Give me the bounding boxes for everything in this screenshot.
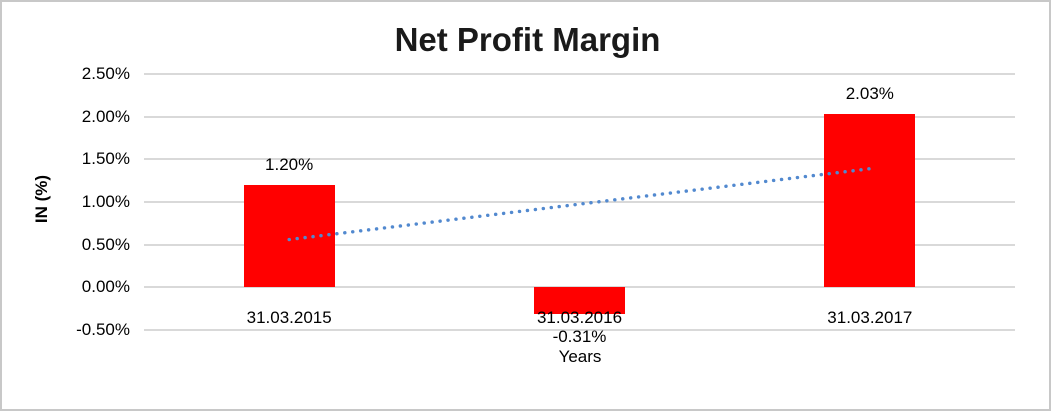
y-axis-tick-label: 1.50%	[81, 149, 130, 169]
bar-value-label: -0.31%	[552, 326, 607, 346]
chart-title: Net Profit Margin	[394, 21, 661, 58]
gridline	[144, 201, 1015, 203]
gridline	[144, 115, 1015, 118]
linear-trendline	[287, 167, 872, 242]
bar	[534, 287, 625, 314]
gridline	[144, 158, 1015, 161]
gridline	[144, 329, 1015, 331]
y-axis-tick-label: 1.00%	[81, 192, 130, 211]
y-axis-tick-label: 2.00%	[81, 106, 130, 126]
gridline	[144, 243, 1015, 246]
x-axis-title: Years	[558, 347, 602, 366]
gridline	[144, 73, 1015, 75]
y-axis-tick-label: 0.50%	[81, 234, 130, 254]
bar	[824, 114, 916, 288]
x-axis-category-label: 31.03.2016	[536, 308, 623, 327]
bar-value-label: 1.20%	[265, 154, 314, 174]
bar-value-label: 2.03%	[845, 84, 894, 104]
x-axis-category-label: 31.03.2015	[246, 308, 332, 327]
y-axis-tick-label: 0.00%	[81, 277, 130, 297]
y-axis-tick-label: -0.50%	[76, 320, 130, 339]
x-axis-category-label: 31.03.2017	[827, 308, 913, 327]
y-axis-tick-label: 2.50%	[81, 64, 130, 83]
